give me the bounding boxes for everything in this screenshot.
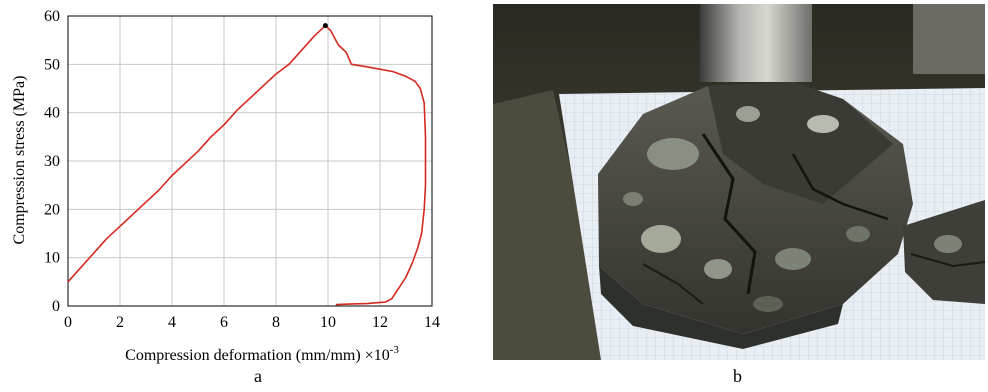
y-tick-label: 50 bbox=[44, 56, 60, 73]
grid-lines bbox=[67, 15, 433, 307]
steel-cylinder bbox=[700, 4, 812, 82]
x-tick-label: 10 bbox=[320, 314, 336, 331]
x-axis-label-text: Compression deformation (mm/mm) ×10 bbox=[125, 347, 390, 364]
stress-strain-curve bbox=[67, 24, 427, 306]
crack-line bbox=[701, 133, 757, 295]
y-tick-label: 0 bbox=[52, 298, 60, 315]
background-object bbox=[913, 4, 985, 74]
x-tick-label: 6 bbox=[220, 314, 228, 331]
x-tick-label: 4 bbox=[168, 314, 176, 331]
x-tick-label: 8 bbox=[272, 314, 280, 331]
y-tick-label: 20 bbox=[44, 201, 60, 218]
fractured-specimen-photo bbox=[493, 4, 985, 360]
y-axis-label: Compression stress (MPa) bbox=[11, 76, 28, 245]
x-axis-label: Compression deformation (mm/mm) ×10-3 bbox=[125, 344, 399, 364]
bench-left bbox=[493, 90, 613, 360]
plot-frame bbox=[67, 15, 433, 307]
panel-label-a: a bbox=[254, 366, 262, 386]
x-tick-label: 12 bbox=[372, 314, 388, 331]
chart-svg: 0 10 20 30 40 50 60 0 2 4 6 8 10 12 14 Compression st… bbox=[11, 8, 440, 364]
y-tick-labels: 0 10 20 30 40 50 60 bbox=[44, 8, 60, 315]
y-tick-label: 30 bbox=[44, 153, 60, 170]
data-series-layer bbox=[67, 23, 427, 306]
stress-deformation-chart: 0 10 20 30 40 50 60 0 2 4 6 8 10 12 14 Compression st… bbox=[0, 0, 480, 392]
x-axis-label-exponent: -3 bbox=[390, 344, 400, 356]
y-tick-label: 40 bbox=[44, 105, 60, 122]
y-tick-label: 10 bbox=[44, 250, 60, 267]
panel-label-b: b bbox=[733, 366, 742, 386]
peak-point-marker bbox=[322, 23, 328, 29]
x-tick-labels: 0 2 4 6 8 10 12 14 bbox=[64, 314, 440, 331]
specimen-base-face bbox=[599, 266, 843, 349]
x-tick-label: 0 bbox=[64, 314, 72, 331]
x-tick-label: 2 bbox=[116, 314, 124, 331]
specimen-photo bbox=[493, 4, 985, 360]
x-tick-label: 14 bbox=[424, 314, 440, 331]
y-tick-label: 60 bbox=[44, 8, 60, 25]
